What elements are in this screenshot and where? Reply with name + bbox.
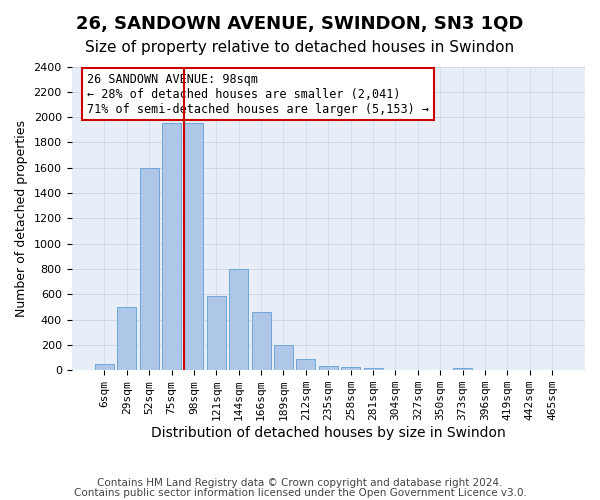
X-axis label: Distribution of detached houses by size in Swindon: Distribution of detached houses by size …	[151, 426, 506, 440]
Bar	[117, 307, 136, 370]
Text: Size of property relative to detached houses in Swindon: Size of property relative to detached ho…	[85, 40, 515, 55]
Bar	[162, 124, 181, 370]
Bar	[296, 359, 316, 370]
Bar	[229, 269, 248, 370]
Bar	[453, 368, 472, 370]
Text: 26 SANDOWN AVENUE: 98sqm
← 28% of detached houses are smaller (2,041)
71% of sem: 26 SANDOWN AVENUE: 98sqm ← 28% of detach…	[87, 72, 429, 116]
Bar	[95, 364, 114, 370]
Bar	[364, 368, 383, 370]
Bar	[341, 367, 360, 370]
Bar	[251, 312, 271, 370]
Y-axis label: Number of detached properties: Number of detached properties	[15, 120, 28, 317]
Text: Contains public sector information licensed under the Open Government Licence v3: Contains public sector information licen…	[74, 488, 526, 498]
Text: 26, SANDOWN AVENUE, SWINDON, SN3 1QD: 26, SANDOWN AVENUE, SWINDON, SN3 1QD	[76, 15, 524, 33]
Bar	[140, 168, 158, 370]
Bar	[184, 124, 203, 370]
Bar	[319, 366, 338, 370]
Text: Contains HM Land Registry data © Crown copyright and database right 2024.: Contains HM Land Registry data © Crown c…	[97, 478, 503, 488]
Bar	[274, 345, 293, 370]
Bar	[207, 296, 226, 370]
